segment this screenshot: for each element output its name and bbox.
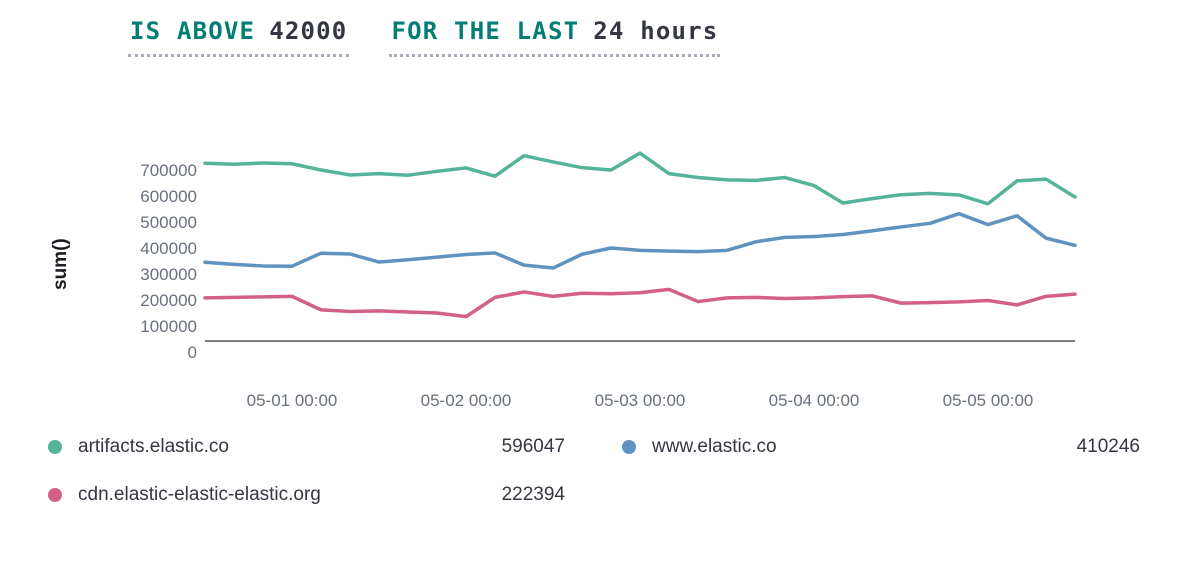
legend-item-artifacts[interactable]: artifacts.elastic.co 596047: [48, 436, 565, 458]
chart-legend: artifacts.elastic.co 596047 www.elastic.…: [48, 436, 1140, 506]
legend-label: artifacts.elastic.co: [78, 436, 229, 457]
y-tick-label: 600000: [140, 187, 197, 206]
chart-canvas: 0 100000 200000 300000 400000 500000 600000 700…: [140, 151, 1077, 410]
legend-dot-artifacts: [48, 440, 62, 454]
legend-dot-www: [622, 440, 636, 454]
x-tick-label: 05-03 00:00: [595, 391, 686, 410]
y-tick-label: 200000: [140, 291, 197, 310]
legend-label: cdn.elastic-elastic-elastic.org: [78, 484, 321, 505]
y-axis-label: sum(): [50, 238, 71, 290]
y-tick-label: 500000: [140, 213, 197, 232]
y-tick-label: 0: [188, 343, 197, 362]
y-tick-label: 700000: [140, 161, 197, 180]
x-tick-label: 05-01 00:00: [247, 391, 338, 410]
threshold-expression-value: 42000: [269, 17, 348, 45]
preview-chart: 0 100000 200000 300000 400000 500000 600000 700…: [0, 110, 1194, 420]
threshold-expression-keyword: IS ABOVE: [130, 17, 256, 45]
series-line-2: [203, 287, 1077, 319]
legend-value: 410246: [1076, 436, 1140, 457]
y-tick-label: 300000: [140, 265, 197, 284]
time-window-expression-button[interactable]: FOR THE LAST 24 hours: [389, 14, 721, 58]
legend-item-www[interactable]: www.elastic.co 410246: [622, 436, 1140, 458]
legend-value: 222394: [501, 484, 565, 505]
legend-value: 596047: [501, 436, 565, 457]
legend-label: www.elastic.co: [652, 436, 777, 457]
y-tick-label: 400000: [140, 239, 197, 258]
legend-item-cdn[interactable]: cdn.elastic-elastic-elastic.org 222394: [48, 484, 565, 506]
time-window-expression-value: 24 hours: [593, 17, 719, 45]
x-tick-label: 05-02 00:00: [421, 391, 512, 410]
threshold-expression-button[interactable]: IS ABOVE 42000: [128, 14, 350, 58]
series-line-1: [203, 211, 1077, 270]
time-window-expression-keyword: FOR THE LAST: [391, 17, 580, 45]
rule-expression-row: IS ABOVE 42000 FOR THE LAST 24 hours: [128, 14, 721, 58]
series-line-0: [203, 151, 1077, 206]
x-tick-label: 05-05 00:00: [943, 391, 1034, 410]
legend-dot-cdn: [48, 488, 62, 502]
x-tick-label: 05-04 00:00: [769, 391, 860, 410]
y-tick-label: 100000: [140, 317, 197, 336]
